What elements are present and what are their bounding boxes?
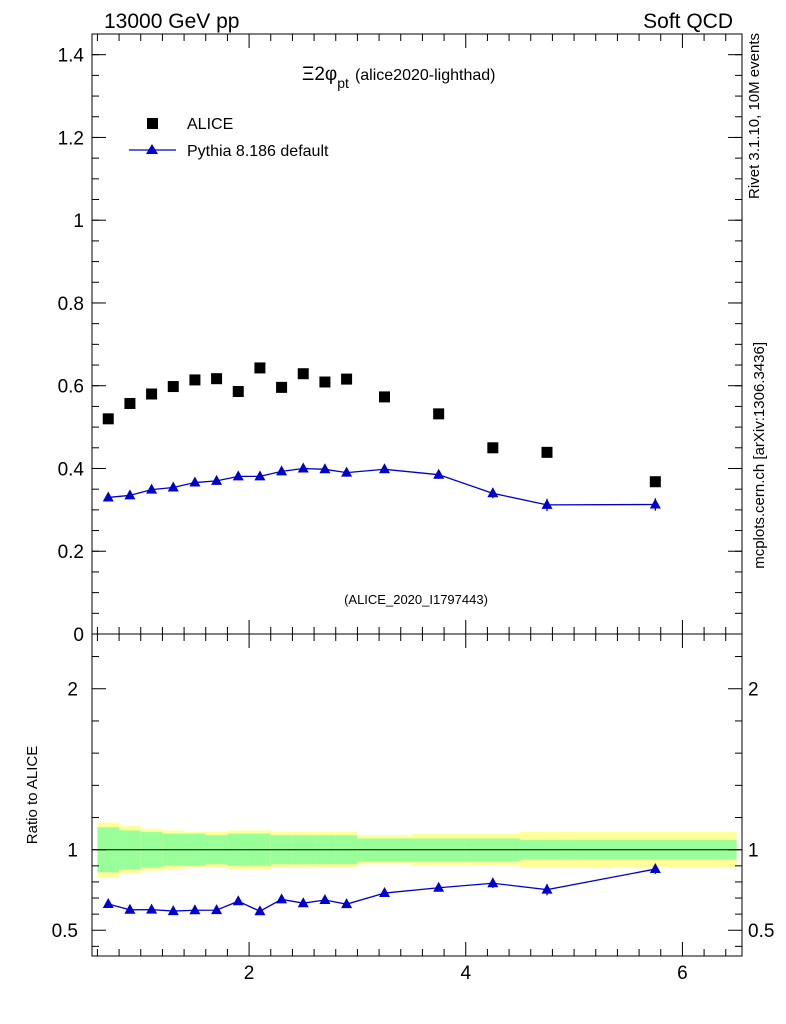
data-point <box>541 446 553 458</box>
plot-title-tag: (alice2020-lighthad) <box>355 67 496 84</box>
legend-data-label: ALICE <box>187 116 233 133</box>
ratio-frame <box>91 633 743 957</box>
ratio-ytick-label-right: 2 <box>748 680 759 701</box>
mc-point <box>541 498 553 509</box>
ratio-point <box>319 893 331 904</box>
mc-point <box>232 470 244 481</box>
legend: ALICE Pythia 8.186 default <box>129 116 329 160</box>
mc-point <box>649 498 661 509</box>
ratio-point <box>102 897 114 908</box>
rivet-version-label: Rivet 3.1.10, 10M events <box>746 33 763 199</box>
data-point <box>167 381 179 393</box>
ratio-point <box>254 905 266 916</box>
main-ytick-label: 0.4 <box>58 459 85 480</box>
mcplots-reference-label: mcplots.cern.ch [arXiv:1306.3436] <box>751 342 768 569</box>
header-process-label: Soft QCD <box>643 10 733 33</box>
main-ytick-label: 0.6 <box>58 377 84 398</box>
ratio-xtick-label: 2 <box>244 963 255 984</box>
ratio-point <box>297 897 309 908</box>
ratio-panel: 0.5 0.5 1 1 2 2 2 4 6 Ratio to ALICE <box>24 633 774 984</box>
data-point <box>211 373 223 385</box>
data-point <box>487 442 499 454</box>
mc-point <box>379 463 390 474</box>
legend-mc-marker <box>146 144 158 154</box>
main-panel: 0 0.2 0.4 0.6 0.8 1 1.2 1.4 Ξ2φpt (alice2020-lig… <box>58 33 743 646</box>
ratio-point <box>341 898 353 909</box>
ratio-point <box>124 903 136 914</box>
plot-title-main: Ξ2φ <box>302 64 337 85</box>
data-point <box>276 381 288 393</box>
legend-data-marker <box>147 118 158 129</box>
legend-mc-label: Pythia 8.186 default <box>187 143 329 160</box>
ratio-point <box>379 887 390 898</box>
ratio-point <box>276 893 288 904</box>
mc-series-line <box>108 467 656 506</box>
plot-title: Ξ2φpt (alice2020-lighthad) <box>302 64 495 91</box>
ratio-ytick-label-left: 0.5 <box>52 921 78 942</box>
main-ytick-label: 1 <box>73 211 84 232</box>
ratio-point <box>487 877 499 888</box>
data-point <box>297 368 309 380</box>
ratio-point <box>232 895 244 906</box>
ratio-axis-ticks: 0.5 0.5 1 1 2 2 2 4 6 <box>52 634 774 984</box>
mc-point <box>341 466 353 477</box>
mc-point <box>433 468 445 479</box>
ratio-point <box>433 881 445 892</box>
ratio-ytick-label-right: 0.5 <box>748 921 774 942</box>
ratio-point <box>189 904 201 915</box>
main-ytick-label: 1.4 <box>58 46 85 67</box>
mc-point <box>254 470 266 481</box>
data-point <box>102 413 114 425</box>
ratio-xtick-label: 6 <box>677 963 688 984</box>
mc-point <box>124 489 136 500</box>
mc-point <box>102 491 114 502</box>
main-ytick-label: 1.2 <box>58 128 84 149</box>
main-ytick-label: 0.8 <box>58 294 84 315</box>
ratio-point <box>211 904 223 915</box>
ratio-ylabel: Ratio to ALICE <box>24 746 41 844</box>
data-point <box>146 388 158 400</box>
mc-point <box>297 462 309 473</box>
analysis-watermark: (ALICE_2020_I1797443) <box>344 592 488 607</box>
header-energy-label: 13000 GeV pp <box>104 10 239 33</box>
data-point <box>232 386 244 398</box>
ratio-point <box>649 863 661 874</box>
data-point <box>649 476 661 488</box>
main-ytick-label: 0 <box>73 625 84 646</box>
data-point <box>319 376 331 388</box>
ratio-ytick-label-left: 1 <box>67 841 78 862</box>
data-point <box>341 373 353 385</box>
mc-point <box>167 481 179 492</box>
mc-point <box>319 463 331 474</box>
mc-point <box>146 483 158 494</box>
data-point <box>433 408 445 420</box>
ratio-series-line <box>108 868 656 912</box>
mc-point <box>211 474 223 485</box>
ratio-xtick-label: 4 <box>460 963 471 984</box>
ratio-point <box>541 883 553 894</box>
plot-title-subscript: pt <box>337 75 349 91</box>
main-axis-ticks: 0 0.2 0.4 0.6 0.8 1 1.2 1.4 <box>58 34 742 646</box>
mc-point <box>276 465 288 476</box>
ratio-ytick-label-left: 2 <box>67 680 78 701</box>
data-point <box>189 374 201 386</box>
main-ytick-label: 0.2 <box>58 542 84 563</box>
data-point <box>254 362 266 374</box>
data-point <box>124 398 136 410</box>
ratio-point <box>167 905 179 916</box>
ratio-ytick-label-right: 1 <box>748 841 759 862</box>
mc-point <box>189 476 201 487</box>
ratio-point <box>146 903 158 914</box>
mc-point <box>487 487 499 498</box>
data-point <box>379 391 390 403</box>
